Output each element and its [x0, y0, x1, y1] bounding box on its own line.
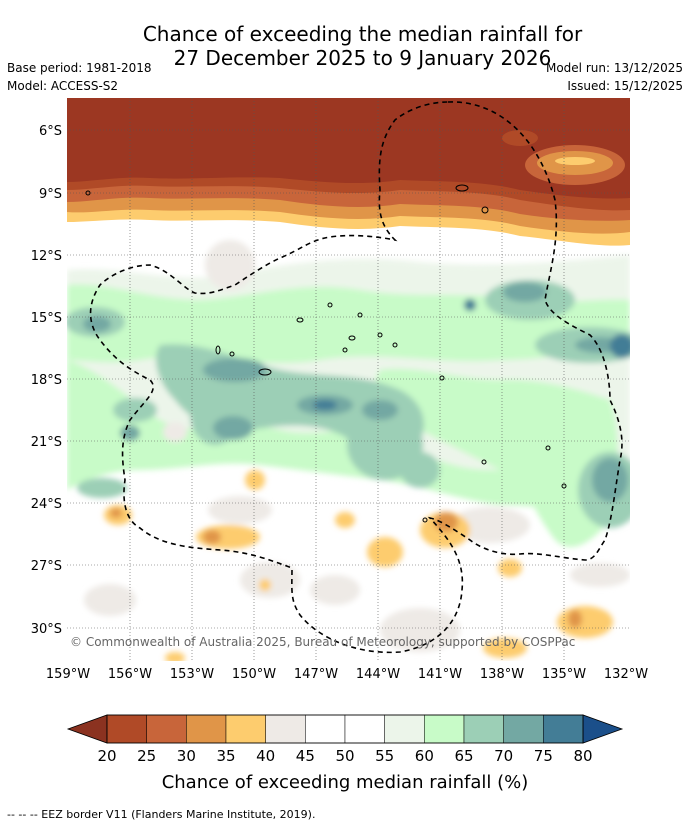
- eez-border: [89, 101, 623, 654]
- lon-tick-144w: 144°W: [356, 667, 400, 682]
- eez-footnote: -- -- -- EEZ border V11 (Flanders Marine…: [7, 808, 316, 821]
- latitude-axis: 6°S 9°S 12°S 15°S 18°S 21°S 24°S 27°S 30…: [31, 124, 62, 637]
- colorbar-segment: [463, 714, 504, 744]
- colorbar-segment: [503, 714, 544, 744]
- colorbar-over-arrow: [582, 714, 624, 744]
- copyright-notice: © Commonwealth of Australia 2025, Bureau…: [70, 635, 575, 649]
- lat-tick-18s: 18°S: [31, 373, 62, 388]
- lon-tick-147w: 147°W: [294, 667, 338, 682]
- issued-date: Issued: 15/12/2025: [567, 79, 683, 93]
- colorbar-segment: [186, 714, 227, 744]
- colorbar-under-arrow: [66, 714, 108, 744]
- longitude-axis: 159°W 156°W 153°W 150°W 147°W 144°W 141°…: [46, 667, 648, 682]
- lon-tick-141w: 141°W: [418, 667, 462, 682]
- lat-tick-15s: 15°S: [31, 311, 62, 326]
- lat-tick-9s: 9°S: [39, 187, 62, 202]
- rainfall-anomaly-field: [67, 240, 630, 661]
- lat-tick-21s: 21°S: [31, 435, 62, 450]
- lon-tick-156w: 156°W: [108, 667, 152, 682]
- lat-tick-27s: 27°S: [31, 559, 62, 574]
- colorbar-segments: [106, 714, 584, 744]
- lat-tick-6s: 6°S: [39, 124, 62, 139]
- colorbar-segment: [344, 714, 385, 744]
- lat-tick-30s: 30°S: [31, 622, 62, 637]
- colorbar-tick-label: 50: [335, 747, 354, 765]
- map-title: Chance of exceeding the median rainfall …: [0, 22, 690, 70]
- colorbar-segment: [305, 714, 346, 744]
- lon-tick-159w: 159°W: [46, 667, 90, 682]
- colorbar-tick-label: 55: [375, 747, 394, 765]
- lon-tick-138w: 138°W: [480, 667, 524, 682]
- colorbar-segment: [106, 714, 147, 744]
- lat-tick-24s: 24°S: [31, 497, 62, 512]
- colorbar-tick-label: 65: [454, 747, 473, 765]
- colorbar: 20 25 30 35 40 45 50 55 60 65 70 75 80 Chance of exc…: [66, 714, 624, 793]
- model-run: Model run: 13/12/2025: [545, 61, 683, 75]
- lon-tick-135w: 135°W: [542, 667, 586, 682]
- map-gridlines: [67, 98, 630, 661]
- northern-dry-band: [67, 98, 630, 246]
- map-plot-area: © Commonwealth of Australia 2025, Bureau…: [67, 98, 630, 661]
- colorbar-tick-label: 80: [573, 747, 592, 765]
- colorbar-tick-label: 45: [296, 747, 315, 765]
- colorbar-segment: [384, 714, 425, 744]
- colorbar-tick-label: 25: [137, 747, 156, 765]
- colorbar-segment: [146, 714, 187, 744]
- island-outlines: [85, 184, 567, 523]
- colorbar-segment: [225, 714, 266, 744]
- colorbar-tick-label: 75: [534, 747, 553, 765]
- lat-tick-12s: 12°S: [31, 249, 62, 264]
- title-line-2: 27 December 2025 to 9 January 2026: [173, 46, 552, 70]
- meta-right: Model run: 13/12/2025 Issued: 15/12/2025: [546, 59, 683, 95]
- colorbar-segment: [424, 714, 465, 744]
- model-name: Model: ACCESS-S2: [7, 79, 119, 93]
- colorbar-tick-label: 60: [415, 747, 434, 765]
- base-period: Base period: 1981-2018: [7, 61, 152, 75]
- meta-left: Base period: 1981-2018 Model: ACCESS-S2: [7, 59, 152, 95]
- colorbar-frame: [106, 714, 584, 744]
- lon-tick-153w: 153°W: [170, 667, 214, 682]
- colorbar-labels: 20 25 30 35 40 45 50 55 60 65 70 75 80: [97, 747, 592, 765]
- colorbar-tick-label: 30: [177, 747, 196, 765]
- colorbar-tick-label: 70: [494, 747, 513, 765]
- colorbar-tick-label: 20: [97, 747, 116, 765]
- colorbar-title: Chance of exceeding median rainfall (%): [162, 772, 529, 793]
- colorbar-tick-label: 40: [256, 747, 275, 765]
- lon-tick-150w: 150°W: [232, 667, 276, 682]
- colorbar-segment: [543, 714, 584, 744]
- colorbar-segment: [265, 714, 306, 744]
- lon-tick-132w: 132°W: [604, 667, 648, 682]
- title-line-1: Chance of exceeding the median rainfall …: [142, 22, 583, 46]
- colorbar-tick-label: 35: [216, 747, 235, 765]
